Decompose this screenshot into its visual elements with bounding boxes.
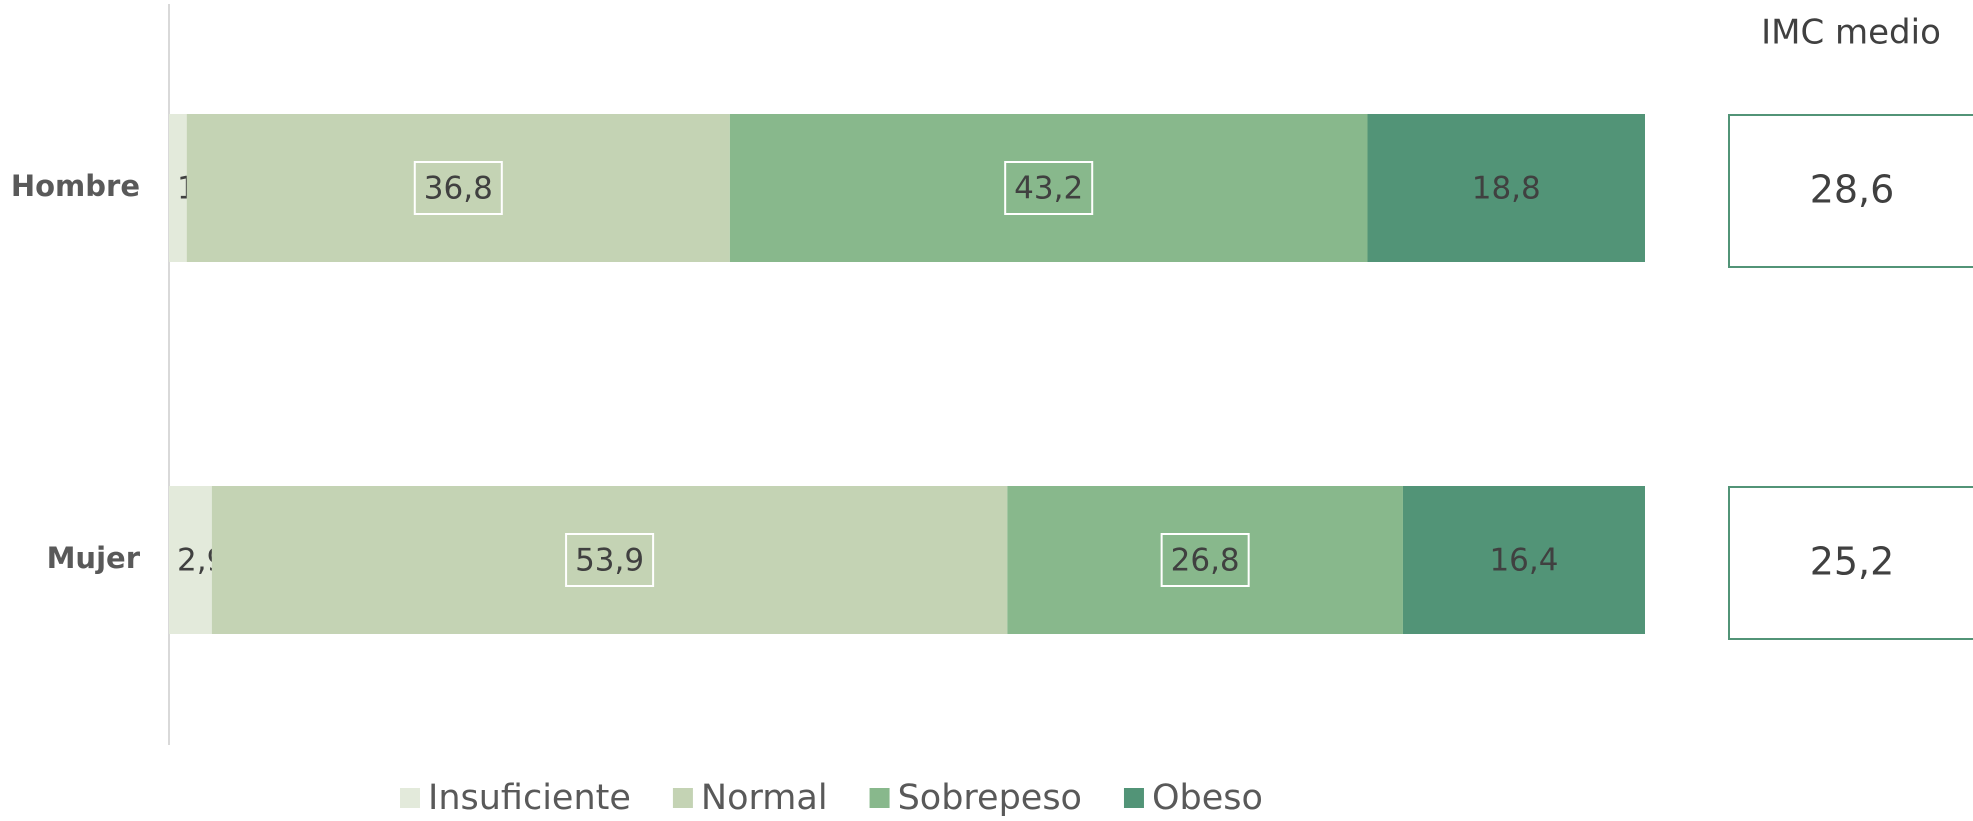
data-label-box bbox=[565, 533, 655, 587]
bar-segment bbox=[169, 114, 187, 262]
data-label: 16,4 bbox=[1489, 543, 1558, 579]
side-panel-title: IMC medio bbox=[1761, 13, 1941, 53]
bar-segment bbox=[169, 486, 212, 634]
data-label-box bbox=[1160, 533, 1250, 587]
legend-label: Insuficiente bbox=[428, 778, 631, 818]
data-label: 43,2 bbox=[1014, 171, 1083, 207]
side-panel-box bbox=[1728, 114, 1973, 268]
bar-segment bbox=[211, 486, 1008, 634]
bar-segment bbox=[1402, 486, 1645, 634]
data-label: 18,8 bbox=[1472, 171, 1541, 207]
legend-swatch bbox=[672, 788, 693, 808]
bar-segment bbox=[1007, 486, 1403, 634]
bar-segment bbox=[729, 114, 1368, 262]
legend-swatch bbox=[400, 788, 420, 808]
category-label: Mujer bbox=[47, 541, 141, 575]
data-label: 26,8 bbox=[1171, 543, 1240, 579]
legend-label: Sobrepeso bbox=[898, 778, 1082, 818]
legend-swatch bbox=[1123, 788, 1144, 808]
bar-segment bbox=[186, 114, 730, 262]
data-label-box bbox=[1004, 161, 1094, 215]
category-label: Hombre bbox=[11, 169, 140, 203]
bar-segment bbox=[1367, 114, 1645, 262]
legend-label: Obeso bbox=[1152, 778, 1263, 818]
data-label-box bbox=[413, 161, 503, 215]
side-panel-box bbox=[1728, 486, 1973, 640]
side-panel-value: 25,2 bbox=[1810, 540, 1895, 584]
legend-label: Normal bbox=[701, 778, 828, 818]
data-label: 53,9 bbox=[575, 543, 644, 579]
side-panel-value: 28,6 bbox=[1810, 168, 1895, 212]
legend-swatch bbox=[869, 788, 890, 808]
data-label: 36,8 bbox=[424, 171, 493, 207]
